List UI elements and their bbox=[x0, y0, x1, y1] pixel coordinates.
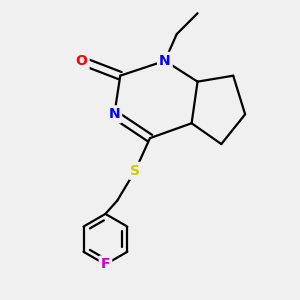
Text: N: N bbox=[159, 54, 171, 68]
Text: F: F bbox=[101, 257, 110, 272]
Text: O: O bbox=[76, 54, 88, 68]
Text: N: N bbox=[109, 107, 120, 121]
Text: S: S bbox=[130, 164, 140, 178]
